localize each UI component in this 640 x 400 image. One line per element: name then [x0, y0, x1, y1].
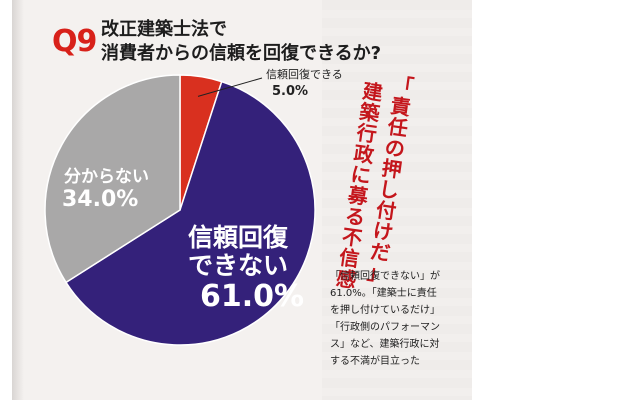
caption: 「信頼回復できない」が 61.0%。「建築士に責任 を押し付けているだけ」 「行…: [330, 268, 455, 370]
slice-2-value-label: 34.0%: [62, 187, 138, 212]
question-title-line-1: 改正建築士法で: [101, 19, 227, 40]
background-text-column: [322, 0, 472, 400]
pie-slice-2: [44, 74, 181, 284]
slice-0-value-label: 5.0%: [272, 84, 308, 99]
slice-1-value-label: 61.0%: [200, 279, 304, 314]
slice-1-label-line-2: できない: [188, 251, 288, 280]
pie-slice-1: [64, 80, 316, 346]
caption-line-4: 「行政側のパフォーマン: [330, 322, 440, 333]
caption-line-1: 「信頼回復できない」が: [330, 271, 440, 282]
question-title: 改正建築士法で 消費者からの信頼を回復できるか?: [101, 18, 401, 66]
caption-line-5: ス」など、建築行政に対: [330, 339, 440, 350]
question-number: Q9: [52, 24, 97, 59]
pie-slices: [44, 74, 316, 346]
caption-line-6: する不満が目立った: [330, 356, 420, 367]
slice-1-label-line-1: 信頼回復: [188, 223, 289, 252]
caption-line-3: を押し付けているだけ」: [330, 305, 440, 316]
slice-0-leader-line: [197, 77, 263, 97]
page-gutter: [12, 0, 24, 400]
question-title-line-2: 消費者からの信頼を回復できるか?: [101, 43, 382, 64]
slice-0-label: 信頼回復できる: [266, 68, 343, 81]
slice-2-label: 分からない: [64, 167, 149, 187]
caption-line-2: 61.0%。「建築士に責任: [330, 288, 437, 299]
